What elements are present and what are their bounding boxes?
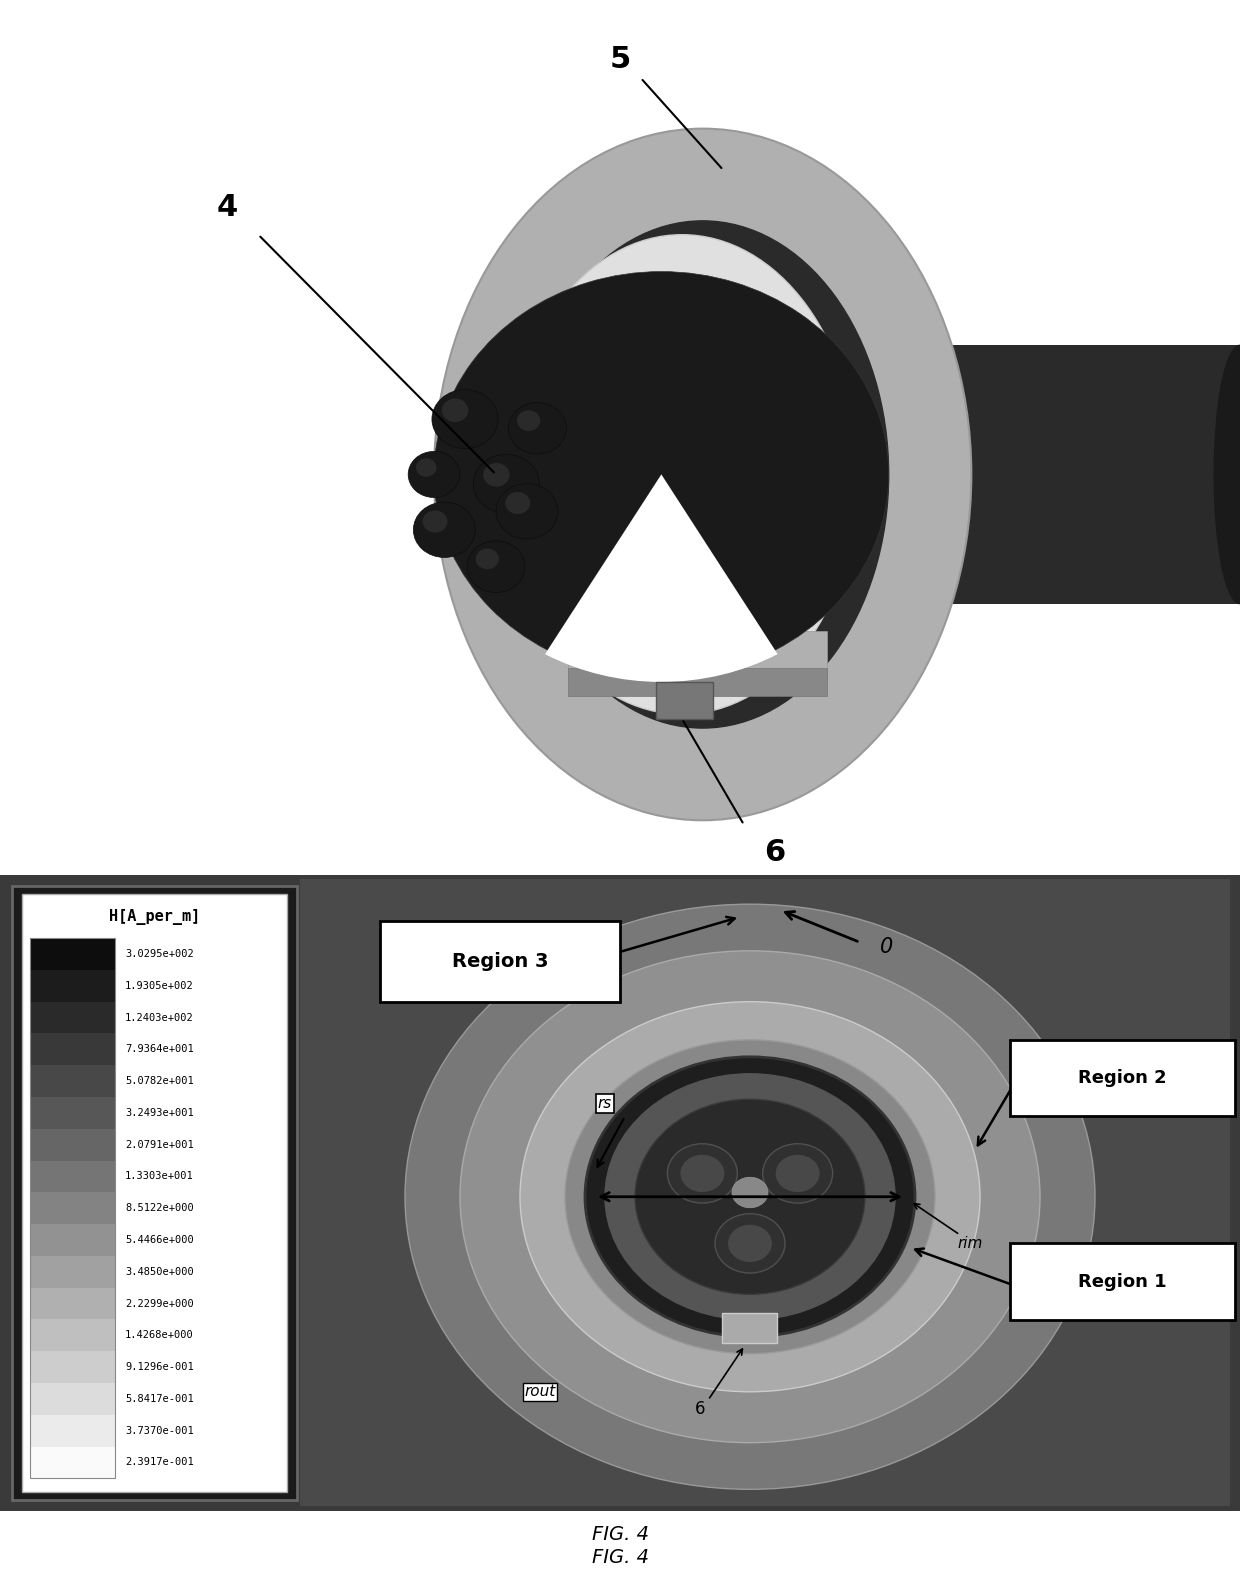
Bar [30,1192,115,1224]
Circle shape [476,549,498,569]
Circle shape [432,390,498,448]
Ellipse shape [517,221,889,728]
Text: 5.0782e+001: 5.0782e+001 [125,1076,193,1086]
Text: 0: 0 [880,937,893,957]
FancyBboxPatch shape [12,886,298,1501]
Ellipse shape [506,235,858,714]
Polygon shape [641,345,1240,604]
Text: 1.4268e+000: 1.4268e+000 [125,1331,193,1340]
Text: 3.7370e-001: 3.7370e-001 [125,1426,193,1436]
Text: 1.3303e+001: 1.3303e+001 [125,1172,193,1181]
Text: 6: 6 [764,838,786,867]
Text: 2.3917e-001: 2.3917e-001 [125,1458,193,1468]
Circle shape [728,1224,773,1262]
Circle shape [415,458,436,477]
Circle shape [776,1154,820,1192]
Circle shape [423,510,448,533]
Bar [30,1097,115,1129]
Bar [30,970,115,1002]
Bar [30,1383,115,1415]
Circle shape [763,1143,832,1204]
Text: 8.5122e+000: 8.5122e+000 [125,1204,193,1213]
Circle shape [585,1057,915,1337]
Circle shape [460,951,1040,1442]
Bar [30,1161,115,1192]
Circle shape [635,1099,866,1294]
FancyBboxPatch shape [379,921,620,1002]
Bar [30,1065,115,1097]
Text: 3.0295e+002: 3.0295e+002 [125,949,193,959]
Wedge shape [546,474,777,682]
Circle shape [667,1143,738,1204]
Text: rout: rout [525,1385,556,1399]
Circle shape [517,410,541,431]
Bar [568,631,827,677]
Bar [30,1224,115,1256]
Circle shape [413,502,475,558]
Bar [30,1034,115,1065]
Circle shape [681,1154,724,1192]
Circle shape [508,402,567,455]
Bar [300,879,1230,1506]
Bar [30,1320,115,1352]
Circle shape [715,1213,785,1274]
Circle shape [496,483,558,539]
Bar [568,668,827,696]
Circle shape [732,1177,768,1208]
Text: FIG. 4: FIG. 4 [591,1525,649,1544]
Bar [30,1129,115,1161]
Text: 1.9305e+002: 1.9305e+002 [125,981,193,991]
Ellipse shape [434,129,971,820]
Text: 9.1296e-001: 9.1296e-001 [125,1363,193,1372]
Text: 5: 5 [609,45,631,75]
Text: Region 2: Region 2 [1078,1068,1167,1088]
Text: 5.8417e-001: 5.8417e-001 [125,1394,193,1404]
Ellipse shape [1214,345,1240,604]
Text: rs: rs [598,1096,613,1111]
Text: Region 3: Region 3 [451,952,548,971]
Text: 2.0791e+001: 2.0791e+001 [125,1140,193,1150]
Circle shape [520,1002,980,1391]
Bar [30,1002,115,1034]
Text: H[A_per_m]: H[A_per_m] [109,909,201,925]
Text: FIG. 3: FIG. 3 [591,917,649,937]
Text: 2.2299e+000: 2.2299e+000 [125,1299,193,1309]
FancyBboxPatch shape [22,894,286,1491]
Text: rim: rim [957,1235,982,1251]
Bar [30,1352,115,1383]
Text: 5.4466e+000: 5.4466e+000 [125,1235,193,1245]
Text: 4: 4 [217,192,238,221]
Circle shape [441,399,469,421]
Bar [30,1447,115,1479]
Circle shape [408,452,460,498]
FancyBboxPatch shape [1011,1040,1235,1116]
Bar [656,682,713,719]
Text: 3.2493e+001: 3.2493e+001 [125,1108,193,1118]
Text: Region 1: Region 1 [1078,1272,1167,1291]
Circle shape [605,1073,895,1320]
Text: 6: 6 [694,1399,706,1418]
Circle shape [565,1040,935,1353]
Circle shape [484,463,510,487]
Text: 3.4850e+000: 3.4850e+000 [125,1267,193,1277]
Circle shape [474,455,539,514]
FancyBboxPatch shape [1011,1243,1235,1320]
Wedge shape [434,272,889,650]
Text: 7.9364e+001: 7.9364e+001 [125,1045,193,1054]
Bar [722,1313,777,1342]
Bar [30,938,115,1479]
Ellipse shape [532,289,791,658]
Text: FIG. 4: FIG. 4 [591,1547,649,1566]
Bar [30,938,115,970]
Circle shape [506,491,529,514]
Bar [30,1415,115,1447]
Circle shape [405,905,1095,1490]
Bar [30,1256,115,1288]
Circle shape [467,541,525,593]
Text: 1.2403e+002: 1.2403e+002 [125,1013,193,1022]
Bar [30,1288,115,1320]
